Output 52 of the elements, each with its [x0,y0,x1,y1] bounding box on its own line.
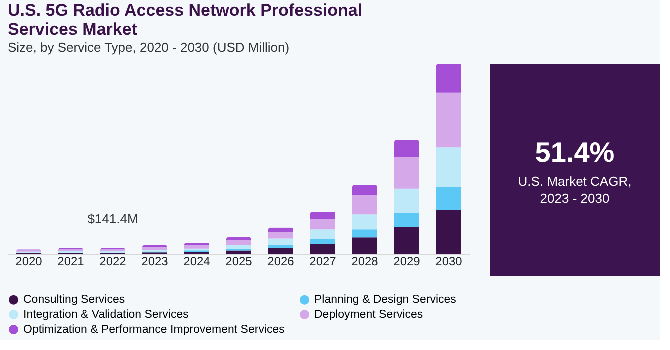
chart-subtitle: Size, by Service Type, 2020 - 2030 (USD Million) [8,40,290,55]
bar [226,240,252,246]
bar [436,188,462,210]
x-tick-label: 2023 [142,254,169,268]
bar [226,237,252,241]
bar [352,238,378,254]
legend-label: Planning & Design Services [314,294,457,306]
bar [394,188,420,214]
x-tick-label: 2024 [184,254,211,268]
x-tick-label: 2028 [352,254,379,268]
bar [436,92,462,148]
bar [184,245,210,249]
bar [352,195,378,215]
x-tick-label: 2020 [16,254,43,268]
text: U.S. Market CAGR, 2023 - 2030 [518,174,632,206]
bar [184,242,210,246]
legend-label: Consulting Services [24,294,126,306]
bar [436,148,462,188]
bar [352,214,378,230]
text: 51.4% [535,137,615,168]
x-tick-label: 2029 [394,254,421,268]
x-tick-label: 2030 [436,254,463,268]
bar [394,140,420,158]
bar [226,250,252,254]
bar [226,245,252,250]
x-tick-label: 2022 [100,254,127,268]
bar [310,238,336,244]
chart-title: U.S. 5G Radio Access Network Professional Services Market [8,1,363,39]
x-tick-label: 2026 [268,254,295,268]
bar [310,219,336,230]
annotation: $141.4M [88,211,138,226]
legend-label: Deployment Services [314,308,424,321]
bar [436,210,462,254]
bar [352,185,378,196]
x-tick-label: 2027 [310,254,337,268]
x-tick-label: 2021 [58,254,85,268]
bar [268,232,294,239]
bar [310,230,336,239]
bar [436,64,462,93]
bar [268,238,294,246]
bar [268,245,294,248]
legend-label: Integration & Validation Services [24,308,190,321]
bar [394,227,420,254]
bar [394,213,420,228]
bar [310,212,336,220]
bar [394,157,420,189]
bar [352,230,378,238]
legend-label: Optimization & Performance Improvement Services [24,324,286,336]
x-tick-label: 2025 [226,254,253,268]
bar [268,248,294,254]
bar [142,247,168,250]
bar [310,244,336,254]
